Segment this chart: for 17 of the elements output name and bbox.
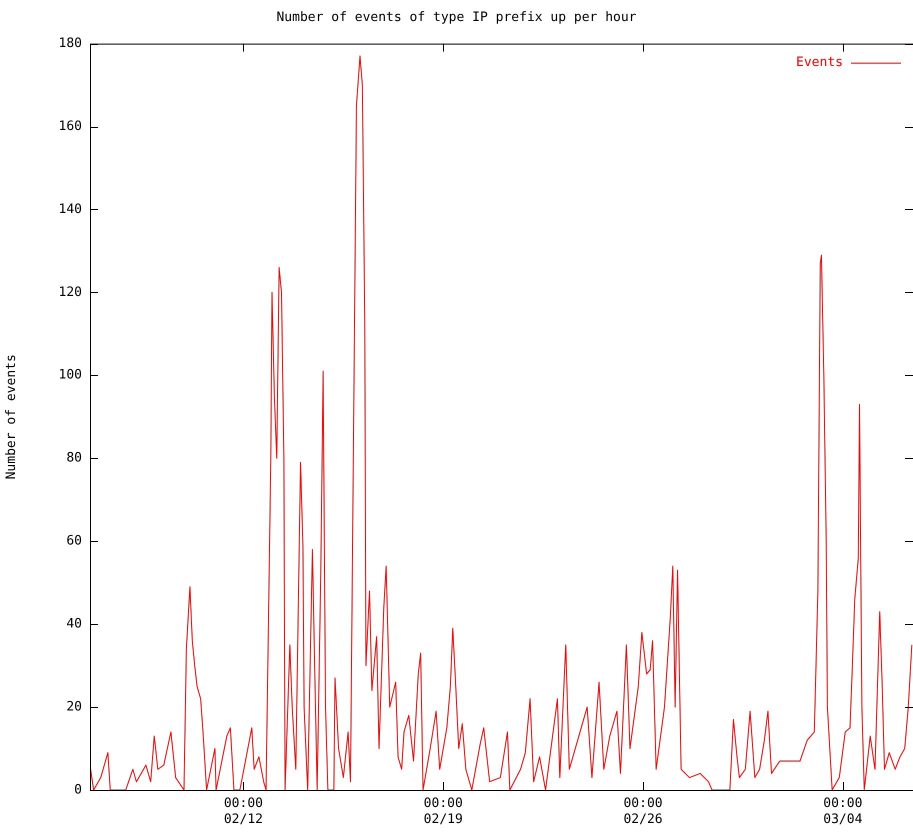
x-tick-label: 00:00 02/12 bbox=[224, 796, 263, 827]
x-tick-label: 00:00 03/04 bbox=[823, 796, 863, 827]
y-tick-label: 180 bbox=[58, 36, 82, 51]
y-tick-label: 160 bbox=[58, 118, 82, 134]
y-tick-label: 60 bbox=[66, 534, 82, 549]
x-tick-label: 00:00 02/19 bbox=[424, 796, 463, 827]
y-tick-label: 20 bbox=[66, 699, 82, 714]
y-tick-label: 100 bbox=[58, 368, 82, 383]
legend-label: Events bbox=[796, 54, 843, 70]
y-tick-label: 80 bbox=[66, 450, 82, 466]
y-tick-label: 140 bbox=[58, 202, 82, 217]
y-axis-title: Number of events bbox=[4, 354, 20, 480]
chart-title: Number of events of type IP prefix up per hour bbox=[276, 10, 637, 26]
y-tick-label: 120 bbox=[58, 284, 82, 300]
y-tick-label: 40 bbox=[66, 616, 82, 632]
x-tick-label: 00:00 02/26 bbox=[623, 796, 663, 827]
y-tick-label: 0 bbox=[74, 782, 82, 798]
